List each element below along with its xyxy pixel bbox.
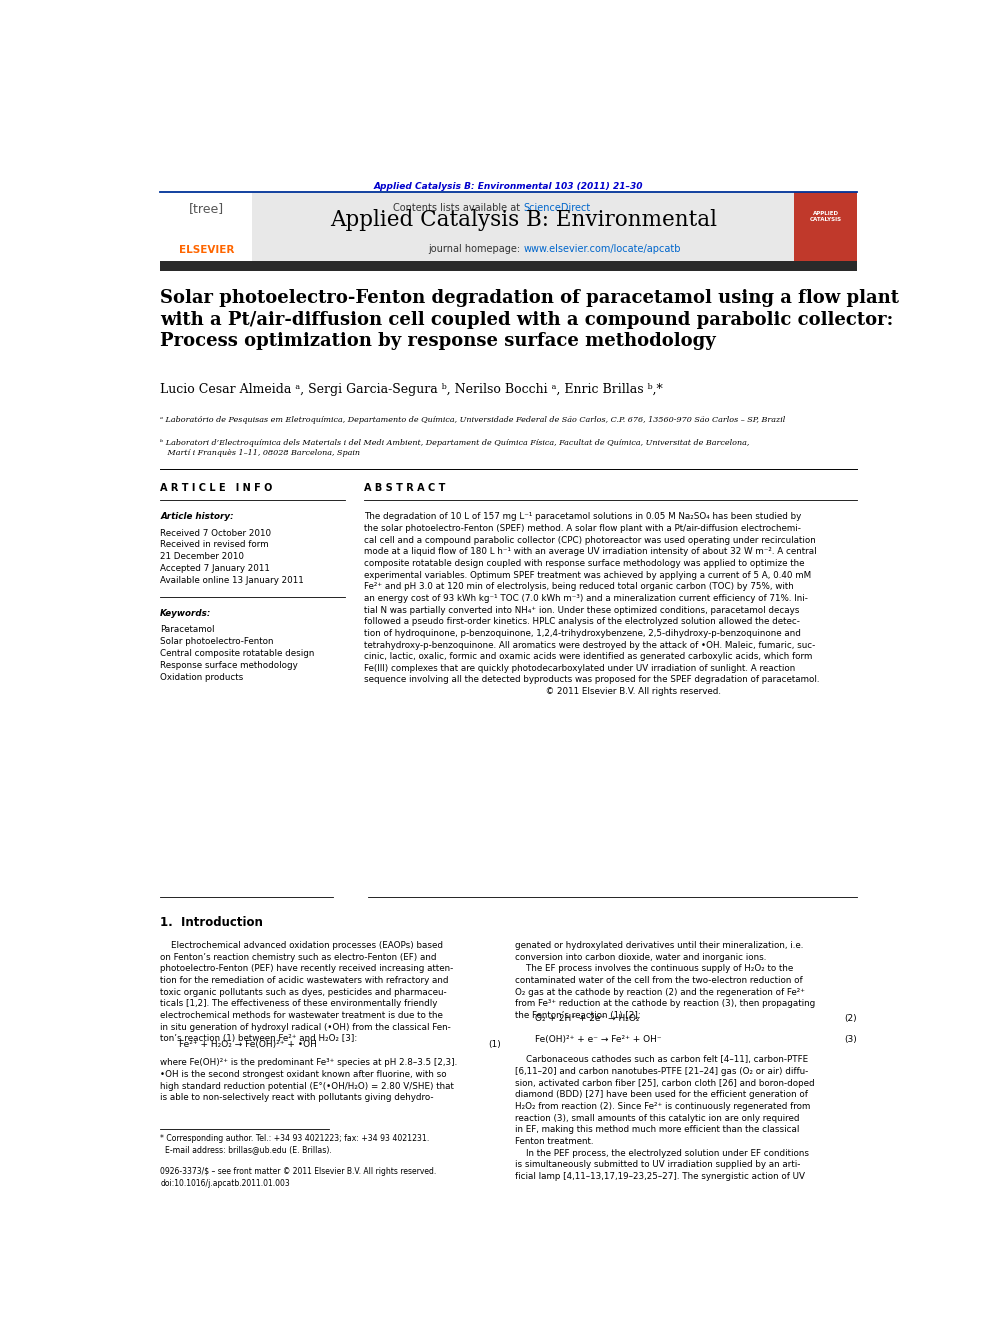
Text: ᵇ Laboratori d’Electroquímica dels Materials i del Medi Ambient, Departament de : ᵇ Laboratori d’Electroquímica dels Mater… bbox=[160, 439, 750, 456]
Text: Article history:: Article history: bbox=[160, 512, 234, 521]
Text: Solar photoelectro-Fenton degradation of paracetamol using a flow plant
with a P: Solar photoelectro-Fenton degradation of… bbox=[160, 290, 899, 351]
Text: 0926-3373/$ – see front matter © 2011 Elsevier B.V. All rights reserved.
doi:10.: 0926-3373/$ – see front matter © 2011 El… bbox=[160, 1167, 436, 1188]
Bar bbox=[160, 261, 857, 271]
Text: journal homepage:: journal homepage: bbox=[429, 243, 524, 254]
Text: Fe(OH)²⁺ + e⁻ → Fe²⁺ + OH⁻: Fe(OH)²⁺ + e⁻ → Fe²⁺ + OH⁻ bbox=[535, 1035, 661, 1044]
Text: (1): (1) bbox=[488, 1040, 501, 1049]
Text: ᵃ Laboratório de Pesquisas em Eletroquímica, Departamento de Química, Universida: ᵃ Laboratório de Pesquisas em Eletroquím… bbox=[160, 417, 786, 425]
Text: O₂ + 2H⁺ + 2e⁻ → H₂O₂: O₂ + 2H⁺ + 2e⁻ → H₂O₂ bbox=[535, 1015, 639, 1024]
Text: Electrochemical advanced oxidation processes (EAOPs) based
on Fenton’s reaction : Electrochemical advanced oxidation proce… bbox=[160, 941, 453, 1044]
Text: where Fe(OH)²⁺ is the predominant Fe³⁺ species at pH 2.8–3.5 [2,3].
•OH is the s: where Fe(OH)²⁺ is the predominant Fe³⁺ s… bbox=[160, 1058, 457, 1102]
Text: Received 7 October 2010
Received in revised form
21 December 2010
Accepted 7 Jan: Received 7 October 2010 Received in revi… bbox=[160, 529, 304, 585]
Text: (3): (3) bbox=[844, 1035, 857, 1044]
Text: genated or hydroxylated derivatives until their mineralization, i.e.
conversion : genated or hydroxylated derivatives unti… bbox=[515, 941, 815, 1020]
Bar bbox=[160, 192, 857, 261]
Text: Paracetamol
Solar photoelectro-Fenton
Central composite rotatable design
Respons: Paracetamol Solar photoelectro-Fenton Ce… bbox=[160, 626, 314, 681]
Text: A R T I C L E   I N F O: A R T I C L E I N F O bbox=[160, 483, 273, 492]
Text: Lucio Cesar Almeida ᵃ, Sergi Garcia-Segura ᵇ, Nerilso Bocchi ᵃ, Enric Brillas ᵇ,: Lucio Cesar Almeida ᵃ, Sergi Garcia-Segu… bbox=[160, 382, 663, 396]
Text: Fe²⁺ + H₂O₂ → Fe(OH)²⁺ + •OH: Fe²⁺ + H₂O₂ → Fe(OH)²⁺ + •OH bbox=[180, 1040, 317, 1049]
Text: APPLIED
CATALYSIS: APPLIED CATALYSIS bbox=[809, 210, 841, 222]
Text: A B S T R A C T: A B S T R A C T bbox=[364, 483, 445, 492]
Text: www.elsevier.com/locate/apcatb: www.elsevier.com/locate/apcatb bbox=[524, 243, 681, 254]
Text: Applied Catalysis B: Environmental 103 (2011) 21–30: Applied Catalysis B: Environmental 103 (… bbox=[374, 183, 643, 192]
Text: Keywords:: Keywords: bbox=[160, 609, 211, 618]
Text: ScienceDirect: ScienceDirect bbox=[524, 202, 590, 213]
Bar bbox=[795, 192, 857, 261]
Text: 1.  Introduction: 1. Introduction bbox=[160, 916, 263, 929]
Text: * Corresponding author. Tel.: +34 93 4021223; fax: +34 93 4021231.
  E-mail addr: * Corresponding author. Tel.: +34 93 402… bbox=[160, 1134, 430, 1155]
Text: Applied Catalysis B: Environmental: Applied Catalysis B: Environmental bbox=[330, 209, 717, 232]
Text: The degradation of 10 L of 157 mg L⁻¹ paracetamol solutions in 0.05 M Na₂SO₄ has: The degradation of 10 L of 157 mg L⁻¹ pa… bbox=[364, 512, 819, 696]
Text: (2): (2) bbox=[844, 1015, 857, 1024]
Text: ELSEVIER: ELSEVIER bbox=[179, 245, 234, 254]
Text: Contents lists available at: Contents lists available at bbox=[393, 202, 524, 213]
Text: [tree]: [tree] bbox=[188, 201, 224, 214]
Text: Carbonaceous cathodes such as carbon felt [4–11], carbon-PTFE
[6,11–20] and carb: Carbonaceous cathodes such as carbon fel… bbox=[515, 1056, 815, 1181]
Bar bbox=[160, 192, 252, 261]
